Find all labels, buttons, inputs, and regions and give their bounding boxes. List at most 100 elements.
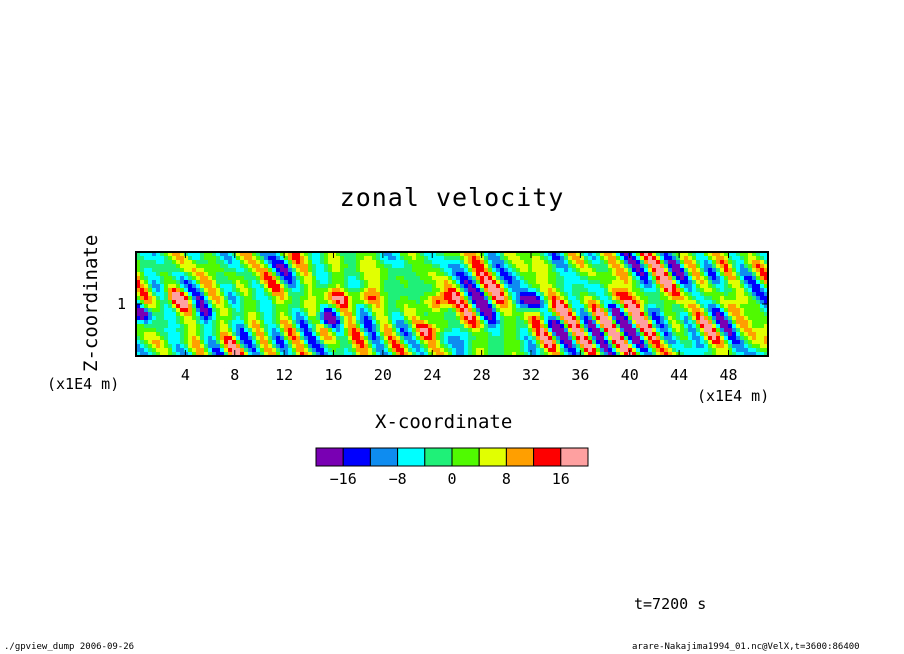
contour-cell [752,284,757,289]
contour-cell [184,340,189,345]
contour-cell [136,256,141,261]
contour-cell [384,352,389,357]
contour-cell [532,336,537,341]
contour-cell [360,320,365,325]
contour-cell [144,292,149,297]
contour-cell [648,256,653,261]
contour-cell [364,332,369,337]
contour-cell [224,260,229,265]
contour-cell [532,344,537,349]
contour-cell [708,344,713,349]
contour-cell [524,312,529,317]
contour-cell [328,324,333,329]
contour-cell [544,344,549,349]
contour-cell [192,292,197,297]
contour-cell [212,344,217,349]
contour-cell [552,260,557,265]
contour-cell [360,308,365,313]
contour-cell [696,268,701,273]
contour-cell [632,348,637,353]
contour-cell [412,316,417,321]
contour-cell [324,312,329,317]
contour-cell [252,304,257,309]
contour-cell [732,300,737,305]
contour-cell [296,332,301,337]
contour-cell [236,284,241,289]
contour-cell [748,268,753,273]
contour-cell [532,252,537,257]
contour-cell [608,280,613,285]
contour-cell [448,308,453,313]
contour-cell [328,276,333,281]
contour-cell [328,288,333,293]
contour-cell [500,308,505,313]
contour-cell [516,344,521,349]
contour-cell [436,256,441,261]
contour-cell [336,296,341,301]
contour-cell [348,260,353,265]
contour-cell [624,264,629,269]
contour-cell [220,316,225,321]
contour-cell [184,252,189,257]
contour-cell [684,344,689,349]
contour-cell [756,308,761,313]
contour-cell [368,268,373,273]
contour-cell [652,352,657,357]
contour-cell [588,328,593,333]
contour-cell [464,288,469,293]
contour-cell [548,332,553,337]
contour-cell [380,296,385,301]
contour-cell [264,300,269,305]
contour-cell [180,296,185,301]
contour-cell [628,312,633,317]
contour-cell [636,256,641,261]
contour-cell [280,260,285,265]
contour-cell [688,280,693,285]
contour-cell [312,280,317,285]
contour-cell [536,312,541,317]
contour-cell [320,264,325,269]
contour-cell [284,276,289,281]
contour-cell [668,324,673,329]
contour-cell [484,316,489,321]
contour-cell [388,320,393,325]
contour-cell [672,284,677,289]
contour-cell [700,256,705,261]
contour-cell [380,276,385,281]
contour-cell [496,336,501,341]
contour-cell [372,284,377,289]
contour-cell [360,328,365,333]
contour-cell [544,300,549,305]
contour-cell [492,348,497,353]
contour-cell [392,320,397,325]
contour-cell [640,332,645,337]
contour-cell [152,292,157,297]
contour-cell [704,332,709,337]
contour-cell [708,320,713,325]
contour-cell [548,288,553,293]
contour-cell [324,276,329,281]
contour-cell [564,280,569,285]
contour-cell [140,328,145,333]
contour-cell [656,332,661,337]
contour-cell [276,316,281,321]
contour-cell [668,292,673,297]
contour-cell [180,276,185,281]
contour-cell [192,260,197,265]
contour-cell [740,348,745,353]
contour-cell [656,324,661,329]
contour-cell [412,288,417,293]
contour-cell [704,260,709,265]
contour-cell [136,252,141,257]
contour-cell [740,344,745,349]
contour-cell [528,264,533,269]
contour-cell [160,256,165,261]
contour-cell [220,268,225,273]
contour-cell [496,300,501,305]
contour-cell [512,340,517,345]
contour-cell [572,308,577,313]
contour-cell [648,276,653,281]
contour-cell [212,280,217,285]
contour-cell [456,324,461,329]
contour-cell [392,268,397,273]
